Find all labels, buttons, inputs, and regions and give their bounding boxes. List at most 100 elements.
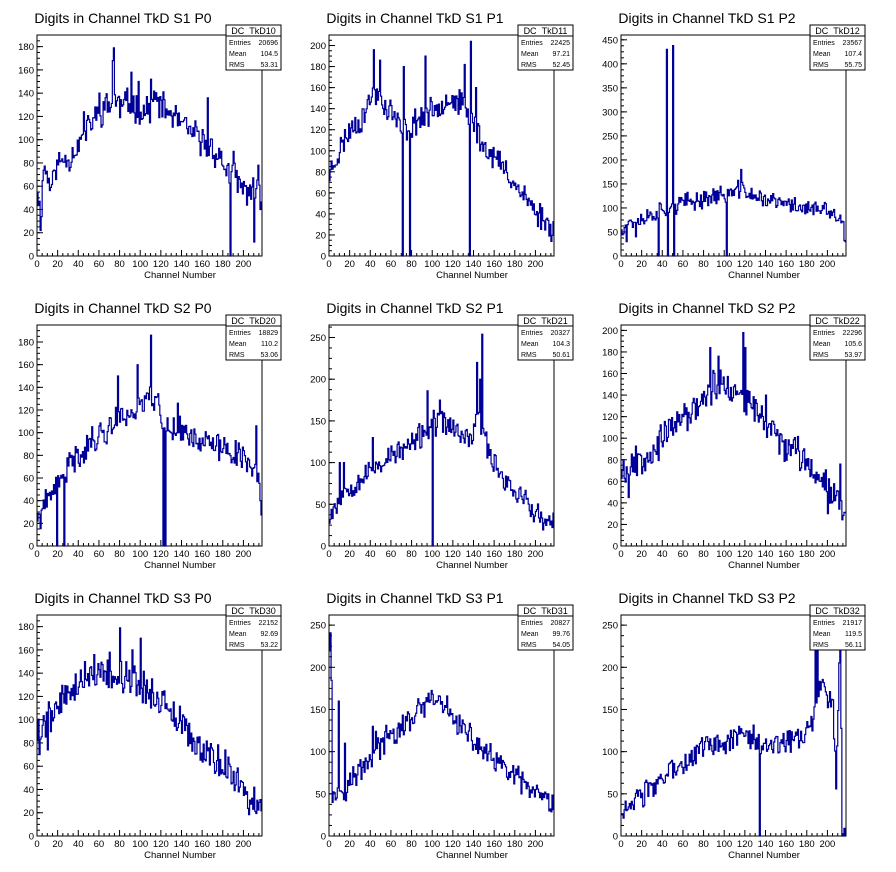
x-tick-label: 60: [678, 839, 689, 850]
x-tick-label: 20: [636, 549, 647, 560]
y-tick-label: 0: [321, 832, 326, 843]
stats-label: RMS: [521, 642, 537, 649]
histogram-line: [329, 632, 554, 813]
x-tick-label: 160: [778, 259, 794, 270]
y-tick-label: 150: [310, 705, 326, 716]
x-tick-label: 140: [174, 549, 190, 560]
histogram-line: [621, 331, 846, 521]
histogram-line: [329, 40, 554, 257]
histogram-line: [621, 621, 846, 837]
x-tick-label: 0: [326, 549, 331, 560]
stats-rms: 50.61: [552, 352, 570, 359]
x-tick-label: 60: [386, 839, 397, 850]
x-tick-label: 40: [657, 839, 668, 850]
stats-entries: 22152: [259, 620, 279, 627]
y-tick-label: 100: [602, 203, 618, 214]
stats-box: [225, 314, 282, 361]
stats-label: Entries: [813, 330, 835, 337]
y-tick-label: 150: [310, 416, 326, 427]
stats-name: DC_TkD20: [231, 316, 276, 326]
x-tick-label: 60: [386, 259, 397, 270]
x-axis-label: Channel Number: [144, 850, 216, 861]
x-tick-label: 40: [365, 259, 376, 270]
y-tick-label: 80: [315, 167, 326, 178]
stats-mean: 97.21: [552, 51, 570, 58]
x-tick-label: 80: [114, 549, 125, 560]
x-tick-label: 40: [73, 259, 84, 270]
x-tick-label: 200: [527, 839, 543, 850]
x-tick-label: 100: [132, 259, 148, 270]
stats-entries: 20827: [551, 620, 571, 627]
y-tick-label: 250: [310, 333, 326, 344]
y-tick-label: 40: [315, 209, 326, 220]
stats-name: DC_TkD12: [815, 26, 860, 36]
y-tick-label: 0: [29, 542, 34, 553]
histogram-line: [621, 44, 846, 257]
stats-rms: 56.11: [845, 642, 862, 649]
histogram-panel: Digits in Channel TkD S1 P2 0 20 40 60 80 100 1…: [602, 10, 866, 281]
stats-box: [517, 24, 574, 71]
y-tick-label: 180: [310, 62, 326, 73]
x-tick-label: 140: [466, 549, 482, 560]
plot-frame: [328, 614, 555, 837]
y-tick-label: 150: [602, 705, 618, 716]
histogram-line: [37, 627, 262, 816]
y-tick-label: 100: [18, 135, 34, 146]
plot-title: Digits in Channel TkD S3 P0: [34, 590, 211, 606]
plot-title: Digits in Channel TkD S1 P0: [34, 10, 211, 26]
x-tick-label: 140: [174, 259, 190, 270]
y-tick-label: 80: [23, 738, 34, 749]
x-tick-label: 120: [445, 549, 461, 560]
y-tick-label: 0: [613, 832, 618, 843]
x-tick-label: 20: [344, 549, 355, 560]
x-tick-label: 140: [758, 839, 774, 850]
histogram-panel: Digits in Channel TkD S3 P2 0 20 40 60 80 100 1…: [602, 590, 866, 861]
x-tick-label: 40: [73, 549, 84, 560]
x-tick-label: 60: [94, 549, 105, 560]
stats-rms: 53.06: [260, 352, 278, 359]
stats-entries: 23567: [843, 40, 863, 47]
stats-box: [517, 314, 574, 361]
x-tick-label: 100: [424, 549, 440, 560]
y-tick-label: 60: [23, 182, 34, 193]
stats-label: Entries: [229, 40, 251, 47]
y-tick-label: 0: [321, 542, 326, 553]
y-tick-label: 60: [23, 474, 34, 485]
y-tick-label: 140: [18, 383, 34, 394]
x-tick-label: 0: [618, 259, 623, 270]
x-tick-label: 200: [819, 839, 835, 850]
x-tick-label: 20: [52, 549, 63, 560]
y-tick-label: 20: [23, 519, 34, 530]
x-tick-label: 120: [153, 839, 169, 850]
x-tick-label: 100: [716, 259, 732, 270]
x-tick-label: 80: [114, 259, 125, 270]
y-tick-label: 40: [23, 205, 34, 216]
x-tick-label: 20: [344, 259, 355, 270]
stats-rms: 54.05: [552, 642, 570, 649]
y-tick-label: 0: [613, 542, 618, 553]
stats-label: Mean: [813, 341, 831, 348]
y-tick-label: 250: [602, 131, 618, 142]
y-tick-label: 0: [613, 252, 618, 263]
stats-entries: 18829: [259, 330, 279, 337]
y-tick-label: 160: [18, 65, 34, 76]
y-tick-label: 40: [23, 785, 34, 796]
x-tick-label: 120: [737, 839, 753, 850]
y-tick-label: 40: [607, 498, 618, 509]
stats-mean: 107.4: [844, 51, 862, 58]
stats-label: RMS: [813, 642, 829, 649]
x-tick-label: 0: [326, 839, 331, 850]
x-tick-label: 120: [153, 549, 169, 560]
y-tick-label: 300: [602, 107, 618, 118]
x-tick-label: 80: [406, 549, 417, 560]
x-tick-label: 180: [215, 259, 231, 270]
stats-name: DC_TkD21: [523, 316, 568, 326]
x-tick-label: 140: [466, 259, 482, 270]
x-tick-label: 60: [678, 259, 689, 270]
x-tick-label: 200: [527, 549, 543, 560]
x-tick-label: 0: [618, 839, 623, 850]
x-axis-label: Channel Number: [728, 270, 800, 281]
x-tick-label: 180: [799, 259, 815, 270]
plot-title: Digits in Channel TkD S1 P2: [618, 10, 795, 26]
